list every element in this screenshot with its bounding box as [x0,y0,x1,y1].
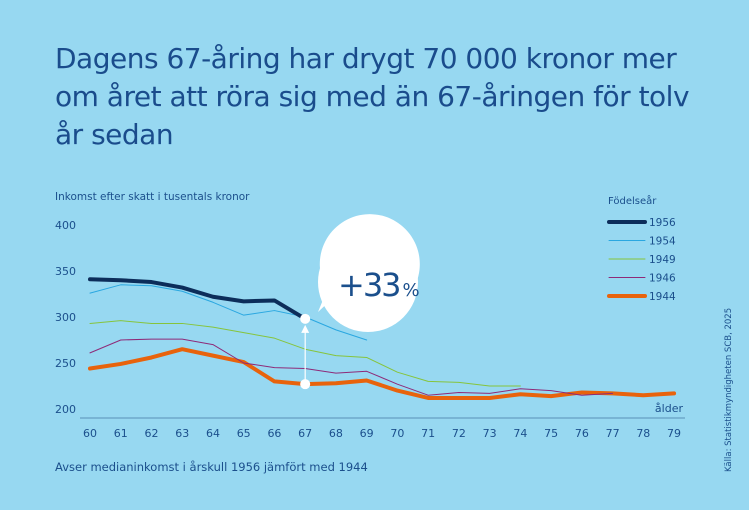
x-tick-label: 66 [267,427,281,440]
callout-value: +33 [338,266,400,304]
x-tick-label: 64 [206,427,220,440]
series-line-1944 [88,347,677,400]
y-tick-label: 250 [55,357,76,370]
x-tick-label: 60 [83,427,97,440]
svg-text:+33%: +33% [338,266,420,304]
x-tick-label: 76 [575,427,589,440]
page-title: Dagens 67-åring har drygt 70 000 kronor … [55,42,690,151]
x-tick-label: 78 [636,427,650,440]
annotation-point-1956 [300,313,311,324]
legend-label-1946: 1946 [649,273,676,285]
y-axis-label: Inkomst efter skatt i tusentals kronor [55,191,250,203]
callout-circle [318,232,418,332]
y-tick-label: 300 [55,311,76,324]
x-tick-label: 70 [390,427,404,440]
legend-label-1949: 1949 [649,254,676,266]
x-tick-label: 74 [513,427,527,440]
x-tick-label: 67 [298,427,312,440]
series-line-1954 [89,284,368,341]
x-tick-label: 77 [606,427,620,440]
legend-title: Födelseår [608,194,657,207]
legend-label-1956: 1956 [649,217,676,229]
annotation-point-1944 [300,379,311,390]
x-tick-label: 72 [452,427,466,440]
callout-unit: % [403,280,420,301]
footnote: Avser medianinkomst i årskull 1956 jämfö… [55,460,368,474]
x-tick-label: 68 [329,427,343,440]
x-tick-label: 62 [144,427,158,440]
x-axis-label: ålder [655,402,684,415]
x-tick-label: 61 [114,427,128,440]
x-tick-label: 65 [237,427,251,440]
x-tick-label: 63 [175,427,189,440]
x-tick-label: 73 [483,427,497,440]
x-tick-label: 79 [667,427,681,440]
source: Källa: Statistikmyndigheten SCB, 2025 [724,308,734,472]
y-tick-label: 200 [55,403,76,416]
arrow-head-icon [301,324,310,333]
x-tick-label: 69 [360,427,374,440]
x-tick-label: 75 [544,427,558,440]
y-tick-label: 350 [55,265,76,278]
y-tick-label: 400 [55,219,76,232]
series-line-1946 [89,338,614,396]
legend-label-1944: 1944 [649,291,676,303]
callout: +33% [318,214,422,332]
series-line-1956 [88,277,308,321]
x-tick-label: 71 [421,427,435,440]
legend-label-1954: 1954 [649,236,676,248]
